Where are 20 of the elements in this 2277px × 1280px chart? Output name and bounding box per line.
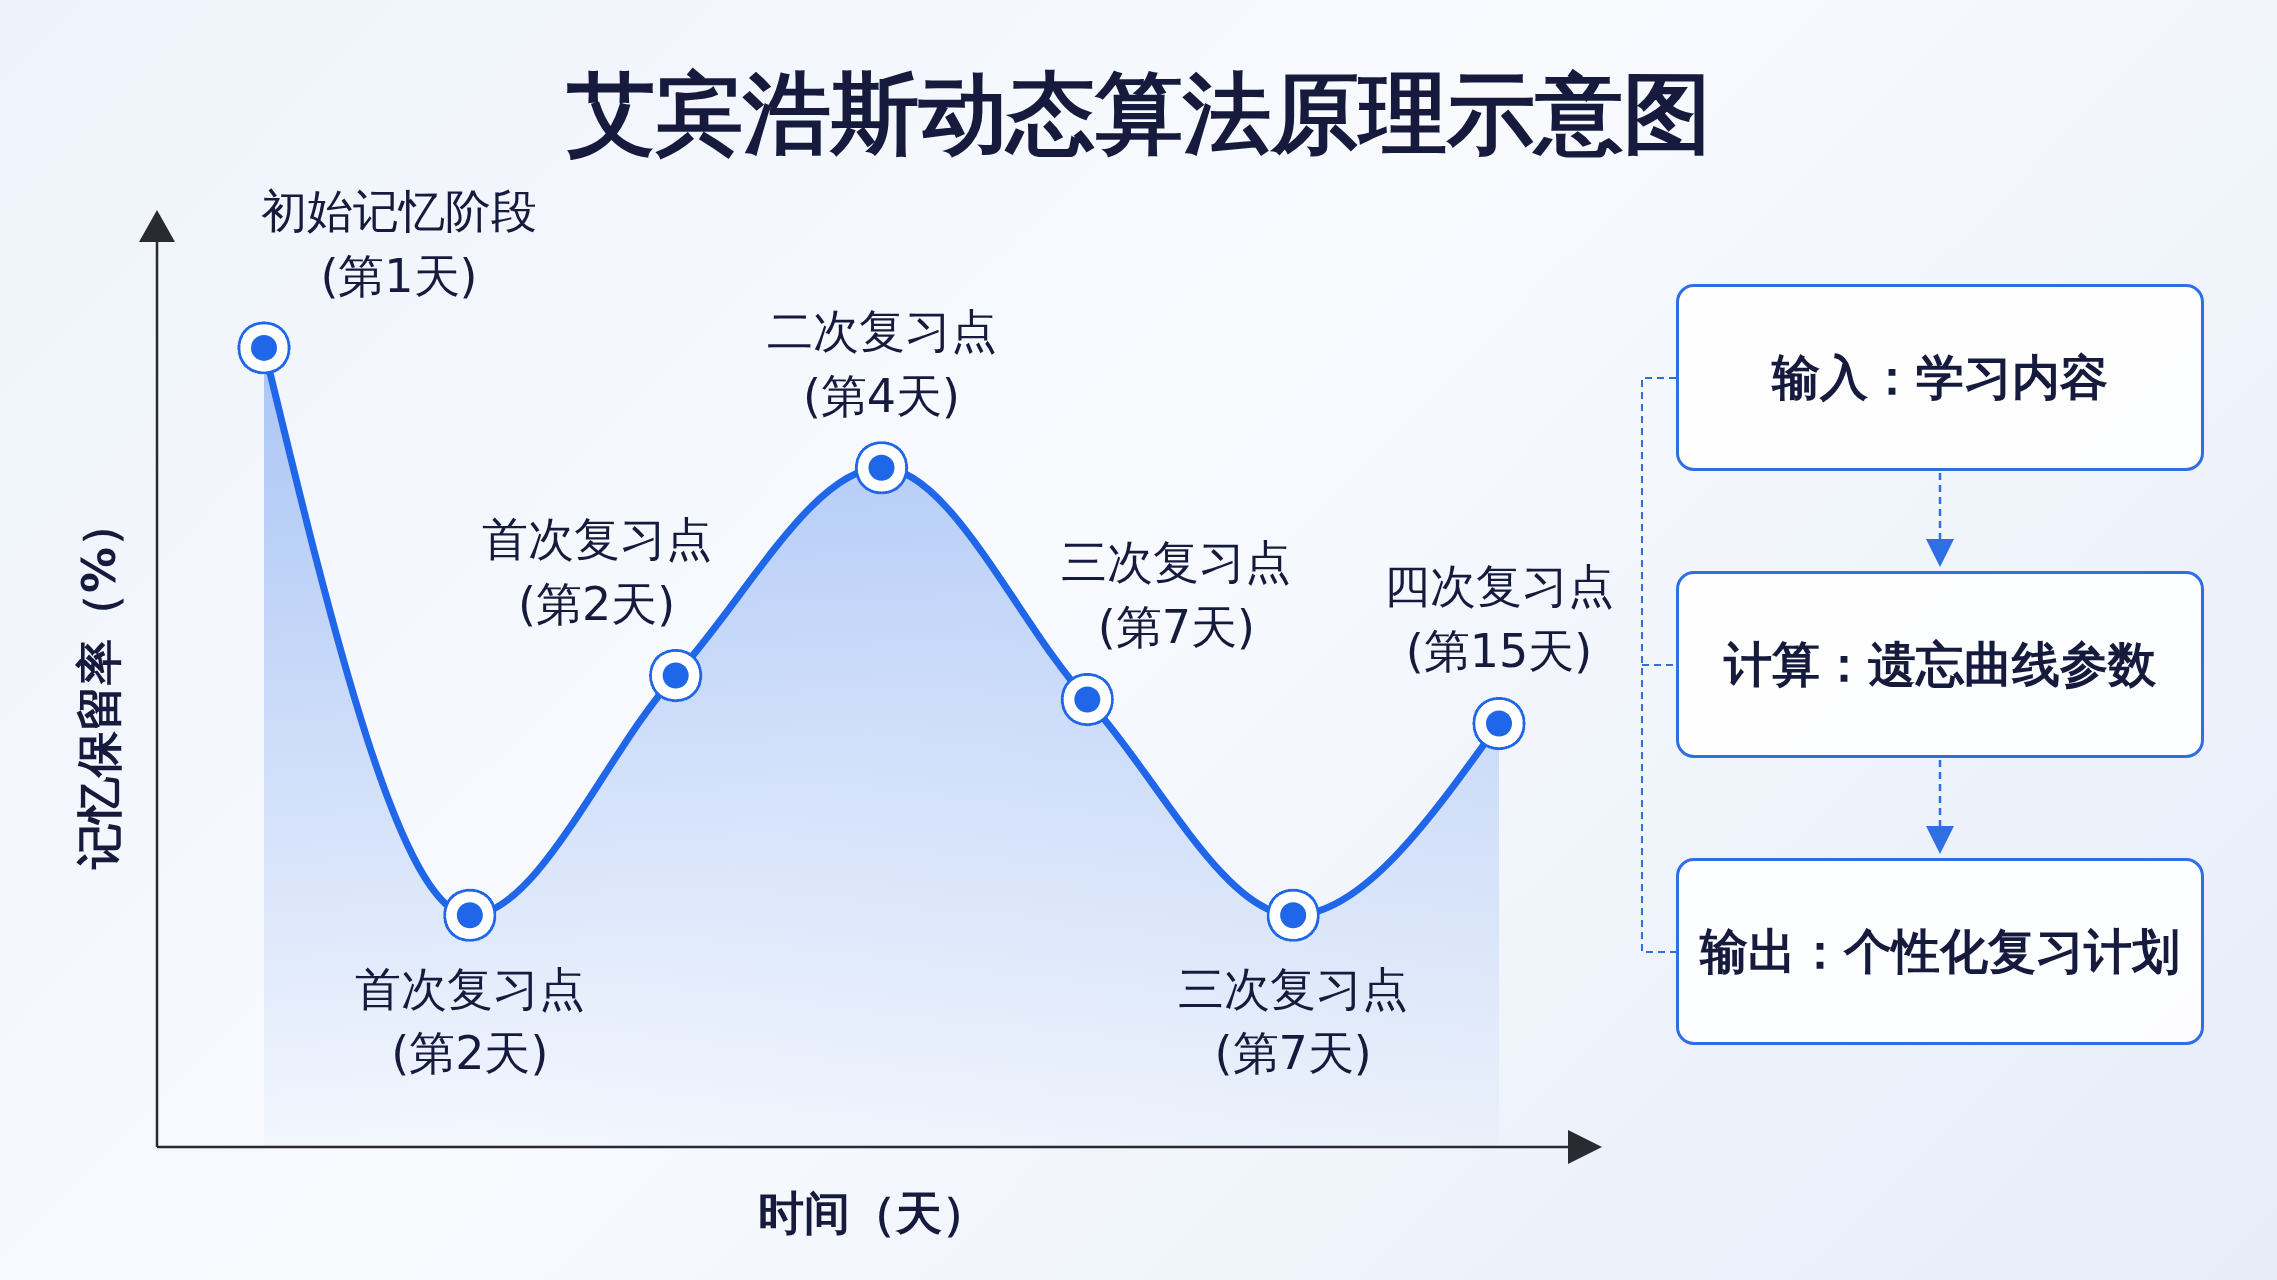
- rounded-box: 计算：遗忘曲线参数: [1676, 571, 2204, 758]
- annotation: 三次复习点 (第7天): [1061, 535, 1292, 655]
- point: [868, 454, 895, 481]
- point: [662, 662, 689, 689]
- point: [456, 902, 483, 929]
- chart-title: 艾宾浩斯动态算法原理示意图: [565, 62, 1712, 165]
- annotation: 四次复习点 (第15天): [1384, 559, 1614, 679]
- text: 初始记忆阶段 (第1天): [261, 183, 537, 303]
- y-axis-title: 记忆保留率（%）: [71, 500, 126, 870]
- point: [1074, 686, 1101, 713]
- rounded-box: 输入：学习内容: [1676, 284, 2204, 471]
- annotation: 首次复习点 (第2天): [481, 511, 712, 631]
- annotation: 三次复习点 (第7天): [1178, 962, 1409, 1081]
- point: [1486, 710, 1512, 737]
- annotation: 二次复习点 (第4天): [766, 303, 997, 423]
- rounded-box: 输出：个性化复习计划: [1676, 858, 2204, 1045]
- x-axis-title: 时间（天）: [758, 1185, 988, 1240]
- point: [251, 334, 277, 361]
- annotation: 首次复习点 (第2天): [354, 962, 585, 1081]
- point: [1280, 902, 1307, 929]
